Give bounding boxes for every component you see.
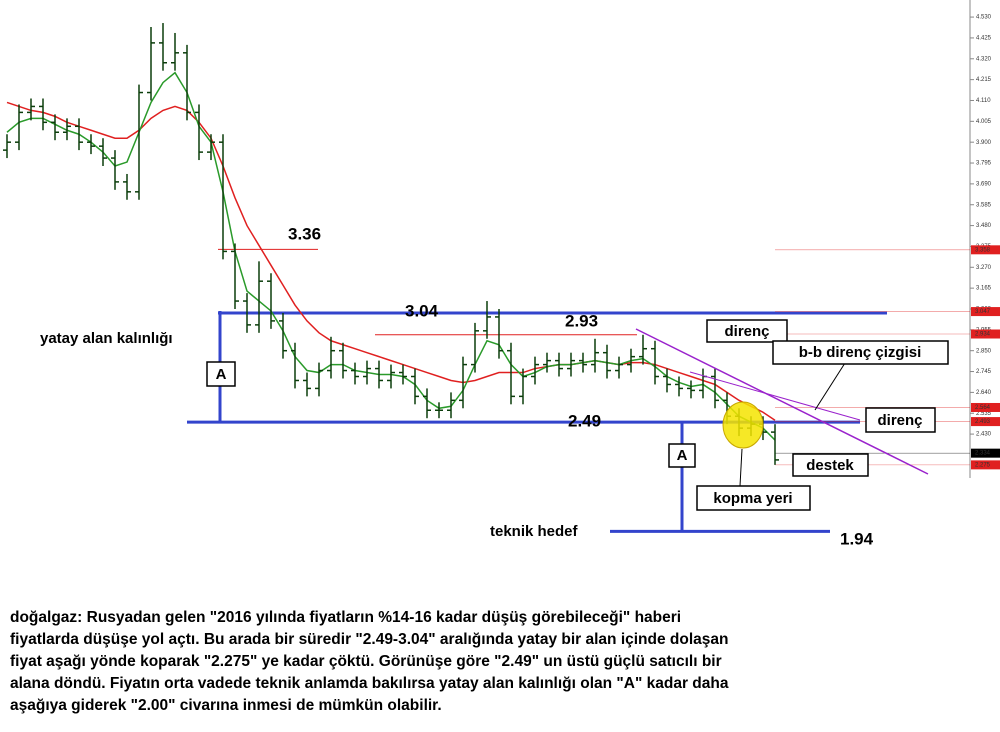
y-tick-label: 4.110 (976, 98, 991, 104)
y-tick-label: 4.005 (976, 119, 992, 125)
callout: b-b direnç çizgisi (799, 344, 922, 361)
y-tick-label: 3.585 (976, 202, 992, 208)
resistance-line (689, 371, 861, 421)
caption-line: aşağıya giderek "2.00" civarına inmesi d… (10, 697, 442, 714)
y-tick-label: 4.425 (976, 36, 992, 42)
price-marker-label: 3.047 (975, 309, 991, 315)
level-label: 3.04 (405, 301, 439, 320)
level-label: 3.36 (288, 224, 321, 243)
resistance-line (635, 328, 929, 475)
label-box (865, 407, 936, 433)
price-marker-label: 3.358 (975, 247, 991, 253)
y-tick-label: 3.690 (976, 181, 992, 187)
y-tick-label: 3.900 (976, 140, 992, 146)
caption: doğalgaz: Rusyadan gelen "2016 yılında f… (10, 609, 729, 714)
callout: kopma yeri (713, 490, 792, 507)
label-box (206, 361, 236, 387)
y-tick-label: 2.640 (976, 390, 992, 396)
price-marker (971, 245, 1000, 255)
thickness-label: yatay alan kalınlığı (40, 330, 173, 347)
breakout-circle (722, 401, 764, 449)
caption-line: doğalgaz: Rusyadan gelen "2016 yılında f… (10, 609, 681, 626)
caption-line: fiyat aşağı yönde koparak "2.275" ye kad… (10, 653, 722, 670)
label-box (706, 319, 788, 343)
measure-label: A (677, 447, 688, 464)
label-box (696, 485, 811, 511)
y-tick-label: 2.850 (976, 348, 992, 354)
price-marker-label: 2.493 (975, 419, 991, 425)
y-tick-label: 4.215 (976, 77, 992, 83)
price-marker (971, 460, 1000, 470)
price-marker (971, 448, 1000, 458)
y-tick-label: 2.745 (976, 369, 992, 375)
price-marker-label: 2.564 (975, 405, 991, 411)
y-tick-label: 2.535 (976, 411, 992, 417)
level-label: 1.94 (840, 529, 874, 548)
price-marker (971, 307, 1000, 317)
y-tick-label: 3.165 (976, 286, 992, 292)
price-marker-label: 2.275 (975, 462, 991, 468)
label-box (668, 443, 696, 468)
plot: 4.530 4.425 4.320 4.215 4.110 4.005 3.900 3.795… (3, 15, 1000, 533)
caption-line: alana döndü. Fiyatın orta vadede teknik … (10, 675, 729, 692)
y-tick-label: 3.270 (976, 265, 992, 271)
pointer (814, 362, 846, 411)
price-marker (971, 329, 1000, 339)
level-label: 2.93 (565, 311, 598, 330)
callout: destek (806, 457, 854, 474)
y-tick-label: 3.795 (976, 161, 992, 167)
labels: yatay alan kalınlığı A A direnç b-b dire… (40, 319, 949, 540)
price-marker-label: 2.934 (975, 332, 991, 338)
caption-line: fiyatlarda düşüşe yol açtı. Bu arada bir… (10, 631, 729, 648)
price-marker-label: 2.334 (975, 451, 991, 457)
y-tick-label: 3.480 (976, 223, 992, 229)
y-tick-label: 4.530 (976, 15, 992, 21)
target-label: teknik hedef (490, 523, 579, 540)
moving-average (6, 101, 776, 421)
level-label: 2.49 (568, 411, 601, 430)
y-tick-label: 4.320 (976, 56, 992, 62)
price-marker (971, 402, 1000, 412)
label-box (792, 453, 869, 477)
callout: direnç (724, 323, 769, 340)
measure-label: A (216, 366, 227, 383)
label-box (772, 340, 949, 365)
pointer (739, 448, 743, 487)
y-tick-label: 2.430 (976, 432, 992, 438)
price-marker (971, 417, 1000, 427)
callout: direnç (877, 412, 922, 429)
